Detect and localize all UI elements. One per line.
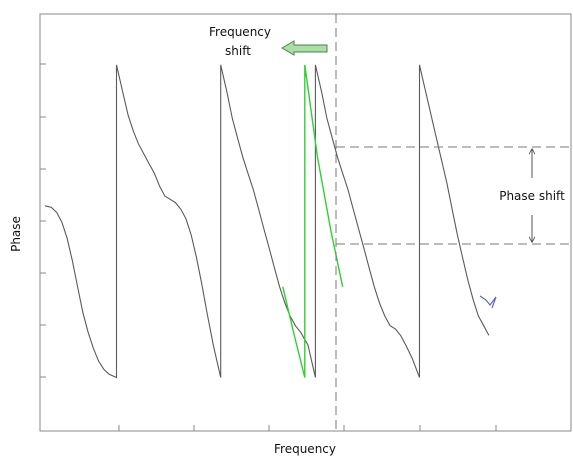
- frequency-shift-arrow-icon: [281, 40, 328, 56]
- x-axis-label: Frequency: [274, 442, 336, 456]
- axis-ticks: [40, 63, 497, 431]
- plot-frame: [39, 13, 572, 432]
- frequency-shift-label: Frequency shift: [209, 25, 271, 58]
- series-shifted-phase: [282, 64, 344, 378]
- frequency-shift-label-line: Frequency: [209, 25, 271, 39]
- frequency-shift-label-line: shift: [225, 44, 251, 58]
- series-tail: [479, 295, 497, 309]
- phase-shift-label: Phase shift: [499, 189, 565, 203]
- y-axis-label: Phase: [9, 216, 23, 252]
- series-original-phase: [44, 64, 490, 379]
